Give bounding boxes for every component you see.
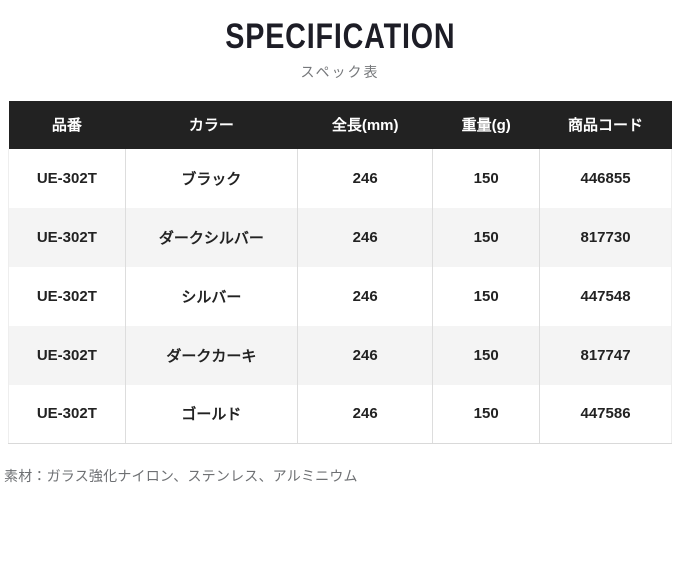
column-header: 全長(mm) [297, 100, 433, 149]
column-header: カラー [125, 100, 298, 149]
page-subtitle: スペック表 [300, 63, 380, 80]
table-cell: UE-302T [8, 207, 126, 267]
table-cell: 246 [297, 325, 433, 385]
table-cell: 150 [432, 325, 540, 385]
material-note: 素材：ガラス強化ナイロン、ステンレス、アルミニウム [4, 468, 358, 484]
column-header: 品番 [8, 100, 126, 149]
table-cell: 246 [297, 384, 433, 444]
table-cell: 246 [297, 266, 433, 326]
table-cell: 150 [432, 207, 540, 267]
table-cell: ダークシルバー [124, 207, 298, 267]
table-cell: 150 [432, 384, 540, 444]
table-row: UE-302T ゴールド 246 150 447586 [8, 384, 672, 444]
spec-table: 品番 カラー 全長(mm) 重量(g) 商品コード UE-302T ブラック 246 150 4… [8, 100, 672, 444]
column-header: 重量(g) [432, 100, 540, 149]
spec-table-container: 品番 カラー 全長(mm) 重量(g) 商品コード UE-302T ブラック 246 150 4… [8, 100, 672, 444]
table-cell: 246 [297, 207, 433, 267]
page-title: SPECIFICATION [224, 17, 456, 56]
table-row: UE-302T ブラック 246 150 446855 [8, 148, 672, 208]
table-row: UE-302T シルバー 246 150 447548 [8, 266, 672, 326]
spec-table-body: UE-302T ブラック 246 150 446855 UE-302T ダークシルバー 246… [8, 148, 672, 444]
table-cell: 246 [297, 148, 433, 208]
table-cell: 817747 [539, 325, 672, 385]
spec-table-head: 品番 カラー 全長(mm) 重量(g) 商品コード [8, 100, 672, 149]
table-cell: 817730 [539, 207, 672, 267]
column-header: 商品コード [539, 100, 672, 149]
table-cell: UE-302T [8, 148, 126, 208]
table-cell: ゴールド [124, 384, 298, 444]
header-row: 品番 カラー 全長(mm) 重量(g) 商品コード [8, 100, 672, 149]
table-cell: 447586 [539, 384, 672, 444]
table-cell: シルバー [124, 266, 298, 326]
table-cell: UE-302T [8, 325, 126, 385]
table-cell: UE-302T [8, 384, 126, 444]
table-cell: 150 [432, 148, 540, 208]
table-cell: 447548 [539, 266, 672, 326]
table-cell: 150 [432, 266, 540, 326]
table-cell: ブラック [124, 148, 298, 208]
table-cell: 446855 [539, 148, 672, 208]
table-cell: ダークカーキ [124, 325, 298, 385]
table-cell: UE-302T [8, 266, 126, 326]
table-row: UE-302T ダークシルバー 246 150 817730 [8, 207, 672, 267]
section-heading: SPECIFICATION スペック表 [0, 0, 680, 82]
table-row: UE-302T ダークカーキ 246 150 817747 [8, 325, 672, 385]
